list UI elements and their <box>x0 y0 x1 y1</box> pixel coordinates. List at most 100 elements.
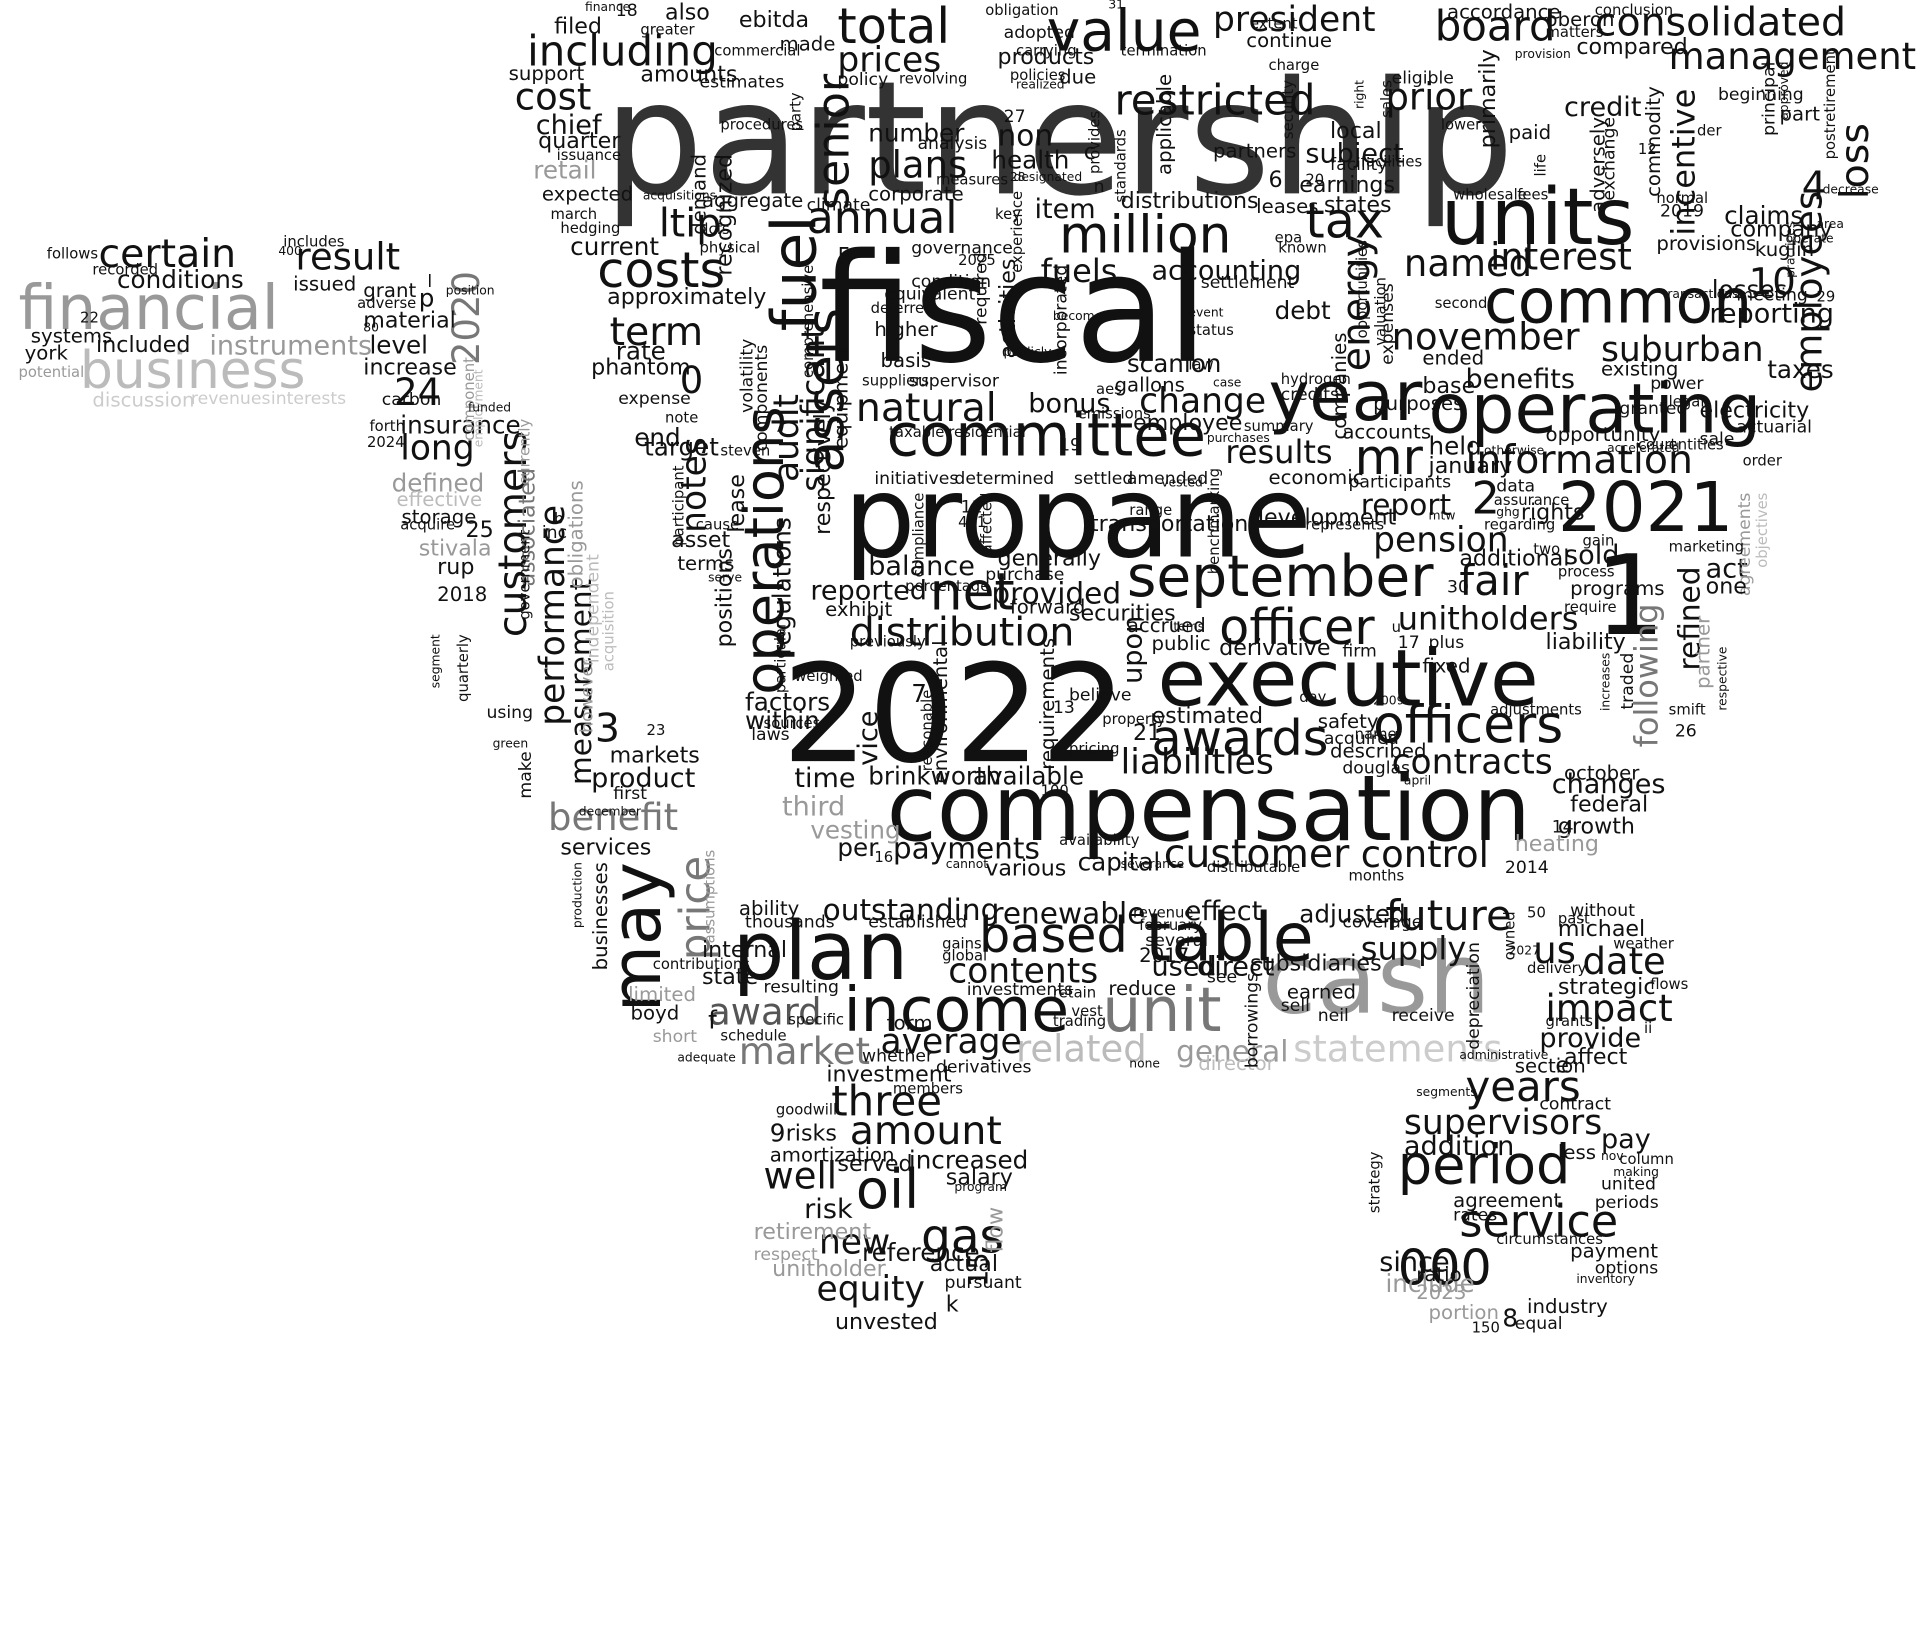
word-meeting: meeting <box>1736 285 1808 306</box>
word-2009: 2009 <box>1373 694 1405 709</box>
word-york: york <box>24 341 68 365</box>
word-natural: natural <box>855 384 997 432</box>
word-thousands: thousands <box>745 912 835 933</box>
word-february: february <box>1139 916 1203 934</box>
word-10: 10 <box>1748 261 1796 305</box>
word-asset: asset <box>671 527 731 553</box>
word-base: base <box>1422 373 1476 400</box>
word-ended: ended <box>1422 346 1485 370</box>
word-range: range <box>1129 501 1173 519</box>
word-period: period <box>1397 1134 1571 1198</box>
word-strategic: strategic <box>1557 974 1656 1000</box>
word-epa: epa <box>1274 229 1303 247</box>
word-property: property <box>1102 710 1166 728</box>
word-heating: heating <box>1514 831 1599 858</box>
word-described: described <box>1330 738 1427 763</box>
word-unitholder: unitholder <box>772 1256 886 1282</box>
word-chief: chief <box>535 110 602 142</box>
word-contents: contents <box>948 950 1099 992</box>
word-fees: fees <box>1517 185 1549 204</box>
word-known: known <box>1278 238 1327 257</box>
word-event: event <box>1188 306 1224 321</box>
word-amounts: amounts <box>640 61 738 88</box>
word-risk: risk <box>804 1194 853 1226</box>
word-retirement: retirement <box>753 1219 872 1246</box>
word-first: first <box>613 784 647 805</box>
word-issued: issued <box>293 272 357 296</box>
word-addition: addition <box>1403 1131 1515 1163</box>
word-employee: employee <box>1132 410 1243 436</box>
word-financial: financial <box>18 272 279 344</box>
word-2021: 2021 <box>1557 467 1734 549</box>
word-generally: generally <box>997 545 1102 572</box>
word-expected: expected <box>541 182 634 206</box>
word-options: options <box>1594 1258 1659 1279</box>
word-eligible: eligible <box>1391 68 1454 89</box>
word-delivery: delivery <box>1527 959 1587 977</box>
word-changes: changes <box>1551 769 1666 801</box>
word-equity: equity <box>816 1268 925 1310</box>
word-accounts: accounts <box>1342 419 1432 444</box>
word-adjustments: adjustments <box>1490 700 1582 718</box>
word-hedging: hedging <box>560 219 621 237</box>
word-officers: officers <box>1373 694 1564 755</box>
word-measures: measures <box>935 171 1009 189</box>
word-suppliers: suppliers <box>862 371 929 390</box>
word-facility: facility <box>1330 155 1388 175</box>
word-year: year <box>1268 357 1423 438</box>
word-operate: operate <box>1785 232 1834 247</box>
word-distributions: distributions <box>1120 188 1259 215</box>
word-severance: severance <box>1120 858 1185 872</box>
word-years: years <box>1465 1062 1581 1113</box>
word-provide: provide <box>1539 1023 1642 1055</box>
word-local: local <box>1330 118 1382 145</box>
word-settlement: settlement <box>1200 273 1295 294</box>
word-sales: sales <box>1378 80 1396 118</box>
word-form: form <box>886 1011 933 1035</box>
word-emissions: emissions <box>1077 405 1151 423</box>
word-facilities: facilities <box>1360 152 1423 170</box>
word-2019: 2019 <box>1660 201 1704 222</box>
word-growth: growth <box>1557 814 1635 840</box>
word-safety: safety <box>1317 709 1379 733</box>
word-column: column <box>1619 1150 1674 1168</box>
word-november: november <box>1391 316 1580 360</box>
word-included: included <box>96 332 191 359</box>
word-coverage: coverage <box>1342 912 1423 933</box>
word-average: average <box>880 1020 1022 1062</box>
word-stivala: stivala <box>418 535 492 562</box>
word-primarily: primarily <box>1475 49 1502 149</box>
word-april: april <box>1403 774 1432 789</box>
word-postretirement: postretirement <box>1821 49 1839 160</box>
word-services: services <box>560 834 652 861</box>
word-applicable: applicable <box>1152 73 1177 175</box>
word-includes: includes <box>283 232 345 250</box>
word-number: number <box>868 118 965 148</box>
word-outstanding: outstanding <box>822 892 1000 928</box>
word-director: director <box>1198 1051 1275 1076</box>
word-circumstances: circumstances <box>1496 1230 1603 1248</box>
word-f: f <box>708 1004 717 1035</box>
word-agreement: agreement <box>1453 1188 1562 1212</box>
word-retail: retail <box>533 155 597 185</box>
word-vest: vest <box>1071 1002 1103 1020</box>
word-award: award <box>708 991 822 1035</box>
word-senior: senior <box>809 73 860 211</box>
word-finance: finance <box>584 1 631 15</box>
word-21: 21 <box>1132 720 1162 747</box>
word-basis: basis <box>880 348 932 372</box>
word-become: become <box>1052 310 1103 324</box>
word-subject: subject <box>1305 139 1404 170</box>
word-status: status <box>1188 321 1234 339</box>
word-fixed: fixed <box>1422 653 1471 678</box>
word-corporate: corporate <box>868 182 964 206</box>
word-expense: expense <box>618 389 691 409</box>
word-designated: designated <box>1013 171 1083 185</box>
word-carrying: carrying <box>1015 41 1077 60</box>
word-held: held <box>1428 431 1482 461</box>
word-various: various <box>985 855 1067 882</box>
word-effect: effect <box>1184 896 1263 928</box>
word-acquisitions: acquisitions <box>642 189 717 204</box>
word-oberon: oberon <box>1545 7 1615 31</box>
word-control: control <box>1360 833 1489 877</box>
